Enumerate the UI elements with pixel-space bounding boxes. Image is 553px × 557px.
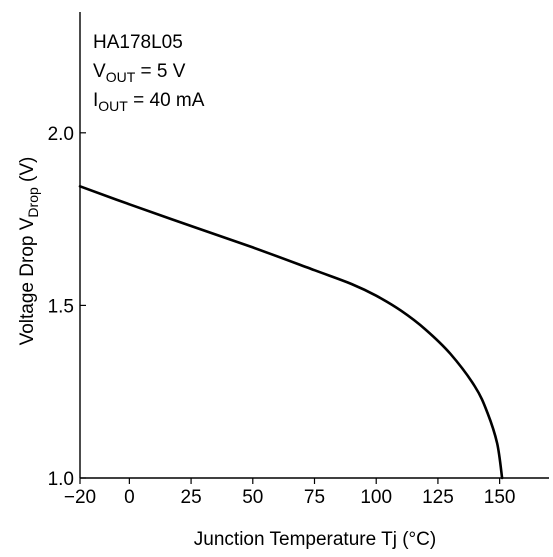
x-tick-label: 25 — [181, 487, 202, 508]
vout-subscript: OUT — [106, 69, 136, 85]
x-tick-label: 100 — [360, 487, 392, 508]
x-tick-label: 125 — [422, 487, 454, 508]
y-tick-label: 1.5 — [48, 296, 74, 317]
y-axis-title: Voltage Drop VDrop (V) — [17, 157, 41, 346]
annotation-block: HA178L05 VOUT = 5 V IOUT = 40 mA — [93, 32, 205, 114]
series-layer — [78, 185, 504, 480]
iout-main: I — [93, 90, 98, 111]
y-ticks: 1.0 1.5 2.0 — [48, 124, 86, 490]
x-tick-label: 150 — [484, 487, 516, 508]
x-tick-label: −20 — [64, 487, 96, 508]
x-tick-label: 75 — [304, 487, 325, 508]
x-axis-title: Junction Temperature Tj (°C) — [194, 529, 436, 550]
x-ticks: −20 0 25 50 75 100 125 150 — [64, 478, 516, 508]
device-annotation: HA178L05 — [93, 32, 183, 53]
x-tick-label: 50 — [242, 487, 263, 508]
voltage-drop-series-line — [78, 185, 504, 480]
iout-subscript: OUT — [98, 98, 128, 114]
vout-annotation: VOUT = 5 V — [93, 61, 186, 85]
y-tick-label: 1.0 — [48, 469, 74, 490]
y-axis-title-subscript: Drop — [25, 187, 41, 218]
y-tick-label: 2.0 — [48, 124, 74, 145]
y-axis-title-main: Voltage Drop V — [17, 217, 38, 345]
iout-annotation: IOUT = 40 mA — [93, 90, 205, 114]
vout-value: = 5 V — [135, 61, 185, 82]
y-axis-title-unit: (V) — [17, 157, 38, 188]
vout-main: V — [93, 61, 106, 82]
iout-value: = 40 mA — [128, 90, 205, 111]
x-tick-label: 0 — [124, 487, 135, 508]
